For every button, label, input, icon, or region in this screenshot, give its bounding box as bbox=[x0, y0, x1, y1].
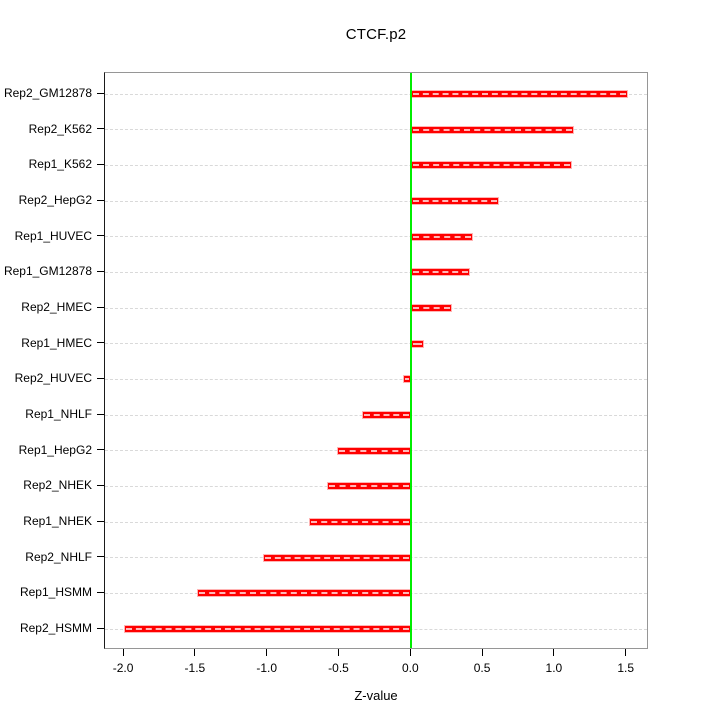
bar bbox=[124, 625, 412, 633]
bar bbox=[411, 339, 425, 348]
y-axis-tick bbox=[97, 270, 104, 272]
bar-dash-pattern bbox=[364, 414, 410, 416]
x-axis-tick bbox=[553, 649, 555, 656]
y-axis-tick bbox=[97, 484, 104, 486]
x-axis-tick-label: -1.0 bbox=[256, 661, 278, 675]
plot-area bbox=[104, 72, 648, 649]
bar bbox=[197, 589, 412, 598]
gridline bbox=[105, 93, 647, 95]
y-axis-tick bbox=[97, 627, 104, 629]
y-axis-tick bbox=[97, 128, 104, 130]
y-axis-category-label: Rep1_HMEC bbox=[21, 335, 92, 350]
bar bbox=[326, 482, 412, 491]
y-axis-category-label: Rep1_HepG2 bbox=[18, 442, 92, 457]
y-axis-tick bbox=[97, 591, 104, 593]
bar bbox=[309, 518, 412, 526]
y-axis-category-label: Rep2_HSMM bbox=[19, 621, 92, 635]
x-axis-tick bbox=[266, 649, 268, 656]
y-axis-category-label: Rep2_NHEK bbox=[23, 478, 92, 493]
x-axis-tick-label: -2.0 bbox=[112, 661, 134, 675]
bar-dash-pattern bbox=[413, 200, 497, 202]
bar-dash-pattern bbox=[413, 128, 572, 131]
bar bbox=[263, 553, 412, 562]
x-axis-tick bbox=[194, 649, 196, 656]
x-axis-tick-label: 0.0 bbox=[401, 661, 419, 675]
gridline bbox=[105, 164, 647, 166]
bar-dash-pattern bbox=[328, 485, 410, 488]
x-axis-tick bbox=[409, 649, 411, 656]
y-axis-tick bbox=[97, 199, 104, 201]
x-axis-title: Z-value bbox=[354, 688, 398, 703]
gridline bbox=[105, 200, 647, 202]
y-axis-category-label: Rep1_HUVEC bbox=[14, 228, 92, 243]
x-axis-tick-label: 1.0 bbox=[545, 661, 563, 675]
y-axis-tick bbox=[97, 163, 104, 165]
chart-title: CTCF.p2 bbox=[345, 26, 407, 43]
y-axis-category-label: Rep2_HUVEC bbox=[14, 371, 92, 386]
bar bbox=[411, 304, 452, 312]
bar bbox=[411, 125, 574, 134]
y-axis-tick bbox=[97, 377, 104, 379]
y-axis-tick bbox=[97, 235, 104, 237]
x-axis-tick bbox=[625, 649, 627, 656]
x-axis-tick-label: 1.5 bbox=[617, 661, 635, 675]
x-axis-tick-label: -1.5 bbox=[184, 661, 206, 675]
x-axis-tick bbox=[122, 649, 124, 656]
y-axis-category-label: Rep2_HepG2 bbox=[18, 193, 92, 207]
x-axis-tick bbox=[338, 649, 339, 656]
bar bbox=[411, 197, 499, 205]
y-axis-tick bbox=[97, 342, 104, 344]
bar-dash-pattern bbox=[265, 556, 410, 559]
y-axis-category-label: Rep1_NHEK bbox=[23, 514, 92, 528]
bar-dash-pattern bbox=[413, 271, 469, 274]
zero-reference-line bbox=[410, 73, 413, 648]
y-axis-category-label: Rep1_HSMM bbox=[19, 585, 92, 600]
bar-dash-pattern bbox=[413, 164, 571, 167]
y-axis-category-label: Rep2_NHLF bbox=[25, 549, 92, 564]
y-axis-tick bbox=[97, 556, 104, 558]
y-axis-category-label: Rep2_K562 bbox=[28, 121, 92, 136]
y-axis-category-label: Rep2_GM12878 bbox=[3, 86, 92, 100]
gridline bbox=[105, 307, 647, 309]
y-axis-category-label: Rep1_GM12878 bbox=[3, 264, 92, 279]
gridline bbox=[105, 343, 647, 345]
gridline bbox=[105, 129, 647, 131]
bar-dash-pattern bbox=[311, 521, 410, 523]
bar bbox=[362, 411, 412, 419]
bar-dash-pattern bbox=[199, 592, 410, 595]
gridline bbox=[105, 236, 647, 238]
bar-dash-pattern bbox=[338, 449, 410, 452]
y-axis-tick bbox=[97, 413, 104, 415]
x-axis-tick bbox=[481, 649, 483, 656]
bar bbox=[336, 446, 412, 455]
bar bbox=[411, 268, 471, 277]
y-axis-category-label: Rep1_NHLF bbox=[25, 407, 92, 421]
bar-dash-pattern bbox=[413, 342, 423, 345]
bar-dash-pattern bbox=[413, 307, 450, 309]
y-axis-tick bbox=[97, 449, 104, 451]
gridline bbox=[105, 271, 647, 273]
x-axis-tick-label: 0.5 bbox=[473, 661, 491, 675]
bar-dash-pattern bbox=[126, 628, 410, 630]
x-axis-tick-label: -0.5 bbox=[328, 661, 349, 675]
y-axis-category-label: Rep2_HMEC bbox=[21, 300, 92, 314]
y-axis-tick bbox=[97, 520, 104, 522]
gridline bbox=[105, 378, 647, 380]
bar bbox=[411, 161, 573, 170]
bar-dash-pattern bbox=[413, 93, 627, 95]
bar-dash-pattern bbox=[404, 378, 410, 381]
y-axis-tick bbox=[97, 306, 104, 308]
bar bbox=[411, 90, 629, 98]
y-axis-tick bbox=[97, 92, 104, 94]
y-axis-category-label: Rep1_K562 bbox=[28, 157, 92, 172]
bar-dash-pattern bbox=[413, 235, 472, 238]
bar bbox=[411, 232, 474, 241]
